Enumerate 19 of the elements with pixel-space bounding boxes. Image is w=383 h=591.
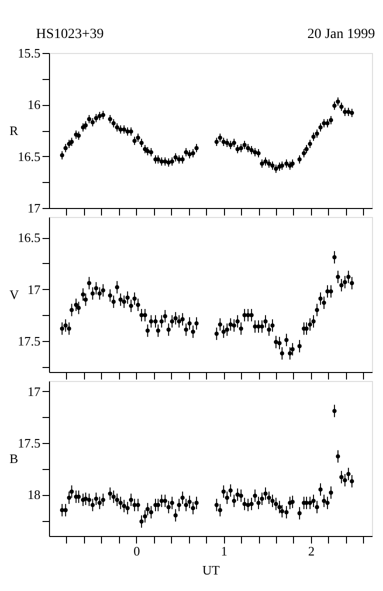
y-axis-title: B [10,451,18,466]
y-axis-title: V [10,287,20,302]
y-tick-label: 17 [28,282,41,297]
chart-title: HS1023+39 [36,27,104,42]
y-tick-label: 16 [28,97,41,112]
y-tick-label: 17.5 [18,436,40,450]
y-tick-label: 17 [28,384,41,399]
y-axis-title: R [10,123,18,138]
y-tick-label: 17 [28,200,41,216]
x-tick-label: 2 [308,544,315,558]
x-tick-label: 1 [220,544,228,558]
x-tick-label: 0 [134,544,140,558]
y-tick-label: 15.5 [18,46,40,60]
y-tick-label: 16.5 [18,148,40,164]
y-tick-label: 17.5 [18,334,40,348]
y-tick-label: 16.5 [18,230,40,246]
y-tick-label: 18 [28,487,40,502]
text: 20 Jan 1999 [307,27,375,42]
x-axis-title: UT [202,562,220,578]
